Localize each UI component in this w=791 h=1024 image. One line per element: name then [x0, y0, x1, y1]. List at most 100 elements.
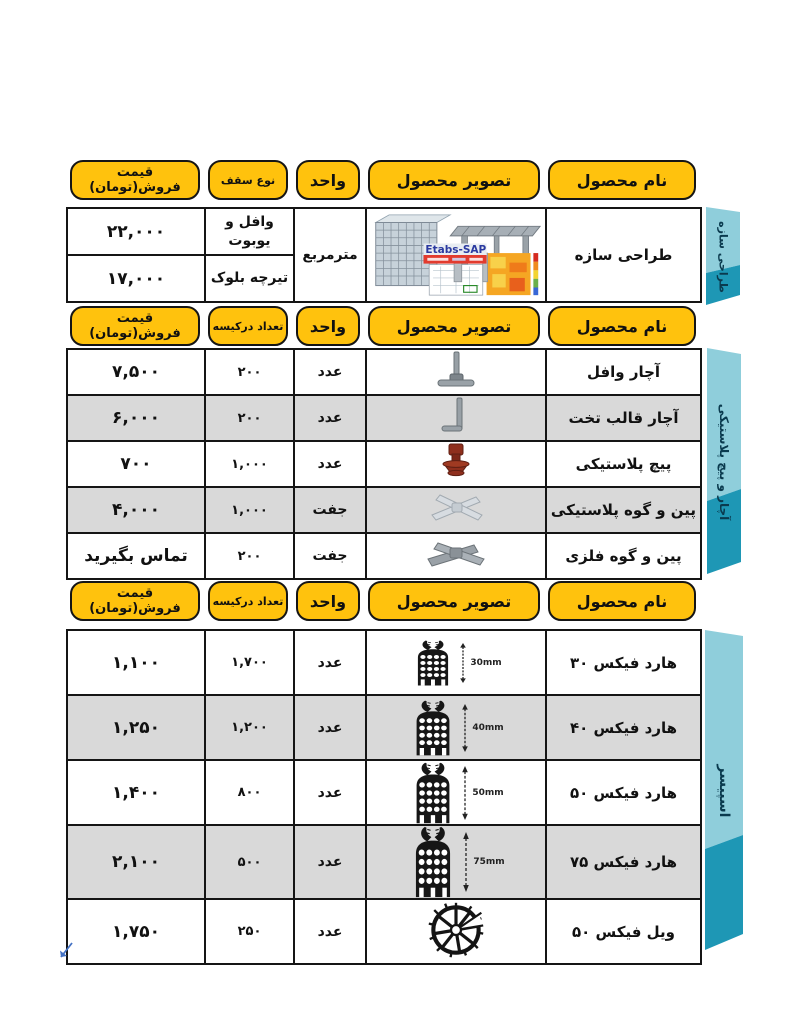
ribbon-tools: آچار و پیچ پلاستیکی [705, 348, 743, 576]
product-image-cell [365, 898, 547, 965]
t1-header-price: قیمت فروش(تومان) [70, 160, 200, 200]
flat-form-wrench-icon [441, 397, 463, 432]
wheel-fix-50-icon [428, 902, 484, 957]
unit-value: عدد [293, 759, 367, 826]
price-value: ۷۰۰ [66, 440, 206, 488]
t3-header-image: تصویر محصول [368, 581, 540, 621]
price-value: ۱,۷۵۰ [66, 898, 206, 965]
unit-value: عدد [293, 824, 367, 900]
product-name: هارد فیکس ۳۰ [545, 629, 702, 696]
count-value: ۲۵۰ [204, 898, 295, 965]
t1-header-unit: واحد [296, 160, 360, 200]
price-value: ۱,۲۵۰ [66, 694, 206, 761]
ribbon-label: آچار و پیچ پلاستیکی [717, 403, 731, 521]
product-name: پین و گوه پلاستیکی [545, 486, 702, 534]
dimension-label: 50mm [472, 787, 504, 798]
t2-header-count: تعداد درکیسه [208, 306, 288, 346]
waffle-wrench-icon [437, 351, 475, 387]
ribbon-flag-icon [706, 207, 740, 305]
t2-header-image: تصویر محصول [368, 306, 540, 346]
unit-value: عدد [293, 898, 367, 965]
t2-header-name: نام محصول [548, 306, 696, 346]
count-value: ۱,۰۰۰ [204, 486, 295, 534]
product-image-cell [365, 394, 547, 442]
count-value: ۲۰۰ [204, 532, 295, 580]
cursor-arrow-icon [60, 942, 73, 958]
table-row: ویل فیکس ۵۰ [66, 898, 702, 965]
table-spacers: هارد فیکس ۳۰ 30mm عدد ۱,۷۰۰ ۱,۱۰۰ هارد ف… [66, 629, 702, 965]
table-row: هارد فیکس ۵۰ 50mm عدد ۸۰۰ ۱,۴۰۰ [66, 759, 702, 826]
ribbon-flag-icon [705, 630, 743, 950]
table-tools: آچار وافل عدد ۲۰۰ ۷,۵۰۰ آچار قالب تخت عد… [66, 348, 702, 580]
roof-type-value: وافل و یوبوت [204, 207, 295, 256]
dimension-label: 75mm [473, 857, 505, 867]
dimension-arrow-icon [462, 832, 470, 892]
count-value: ۱,۲۰۰ [204, 694, 295, 761]
product-name: آچار وافل [545, 348, 702, 396]
table-row: طراحی سازه [66, 207, 702, 303]
plastic-screw-icon [442, 443, 470, 477]
roof-type-value: تیرچه بلوک [204, 254, 295, 303]
plastic-pin-wedge-icon [431, 494, 483, 521]
product-image-cell: Etabs-SAP [365, 207, 547, 303]
price-value: ۷,۵۰۰ [66, 348, 206, 396]
count-value: ۵۰۰ [204, 824, 295, 900]
product-name: آچار قالب تخت [545, 394, 702, 442]
table-structural-design: طراحی سازه [66, 207, 702, 303]
structural-software-collage-icon: Etabs-SAP [370, 211, 542, 299]
product-image-cell [365, 348, 547, 396]
t3-header-unit: واحد [296, 581, 360, 621]
ribbon-spacers: اسپیسر [703, 630, 745, 952]
unit-value: عدد [293, 348, 367, 396]
unit-value: عدد [293, 629, 367, 696]
ribbon-structural-design: طراحی سازه [704, 207, 742, 307]
etabs-sap-label: Etabs-SAP [425, 244, 486, 256]
product-name: طراحی سازه [545, 207, 702, 303]
product-name: هارد فیکس ۷۵ [545, 824, 702, 900]
table-row: پین و گوه پلاستیکی جفت ۱,۰۰۰ ۴,۰۰۰ [66, 486, 702, 534]
count-value: ۲۰۰ [204, 348, 295, 396]
price-value: ۱,۱۰۰ [66, 629, 206, 696]
count-value: ۲۰۰ [204, 394, 295, 442]
etabs-structure-image: Etabs-SAP [368, 211, 544, 299]
table-row: هارد فیکس ۳۰ 30mm عدد ۱,۷۰۰ ۱,۱۰۰ [66, 629, 702, 696]
t1-header-image: تصویر محصول [368, 160, 540, 200]
unit-value: جفت [293, 486, 367, 534]
unit-value: جفت [293, 532, 367, 580]
product-image-cell: 50mm [365, 759, 547, 826]
product-image-cell: 40mm [365, 694, 547, 761]
hard-fix-30-icon [417, 639, 449, 686]
unit-value: مترمربع [293, 207, 367, 303]
product-image-cell [365, 486, 547, 534]
table-row: آچار وافل عدد ۲۰۰ ۷,۵۰۰ [66, 348, 702, 396]
unit-value: عدد [293, 694, 367, 761]
product-name: هارد فیکس ۵۰ [545, 759, 702, 826]
ribbon-flag-icon [707, 348, 741, 574]
product-image-cell [365, 440, 547, 488]
dimension-arrow-icon [461, 765, 469, 820]
product-name: پیچ پلاستیکی [545, 440, 702, 488]
count-value: ۱,۷۰۰ [204, 629, 295, 696]
table-row: آچار قالب تخت عدد ۲۰۰ ۶,۰۰۰ [66, 394, 702, 442]
dimension-label: 30mm [470, 657, 502, 668]
unit-value: عدد [293, 440, 367, 488]
price-value: ۲۲,۰۰۰ [66, 207, 206, 256]
t3-header-price: قیمت فروش(تومان) [70, 581, 200, 621]
unit-value: عدد [293, 394, 367, 442]
count-value: ۱,۰۰۰ [204, 440, 295, 488]
metal-pin-wedge-icon [427, 542, 485, 567]
t1-header-name: نام محصول [548, 160, 696, 200]
product-name: هارد فیکس ۴۰ [545, 694, 702, 761]
dimension-arrow-icon [459, 642, 467, 683]
price-value: ۱,۴۰۰ [66, 759, 206, 826]
table-row: هارد فیکس ۷۵ 75mm عدد ۵۰۰ ۲,۱۰۰ [66, 824, 702, 900]
dimension-arrow-icon [461, 703, 469, 752]
ribbon-label: اسپیسر [716, 764, 732, 818]
t3-header-count: تعداد درکیسه [208, 581, 288, 621]
table-row: پیچ پلاستیکی عدد ۱,۰۰۰ ۷۰۰ [66, 440, 702, 488]
t1-header-roof-type: نوع سقف [208, 160, 288, 200]
product-name: ویل فیکس ۵۰ [545, 898, 702, 965]
price-value: تماس بگیرید [66, 532, 206, 580]
price-value: ۲,۱۰۰ [66, 824, 206, 900]
